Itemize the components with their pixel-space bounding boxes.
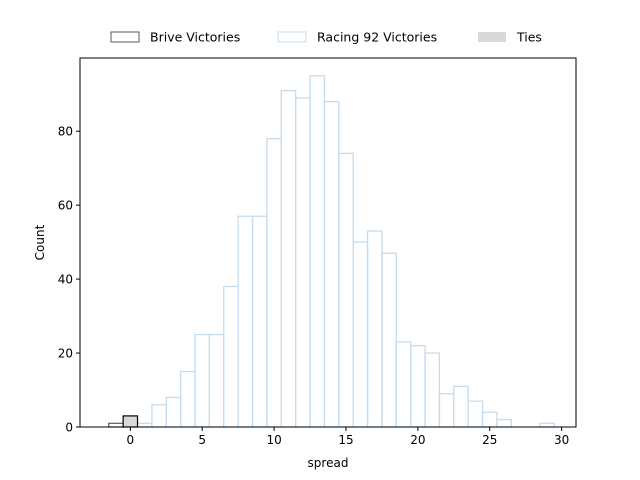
- bar-racing-92-victories-13: [323, 100, 340, 428]
- x-tick-label: 5: [198, 433, 206, 447]
- bar-racing-92-victories-2: [165, 396, 182, 428]
- x-axis-label: spread: [308, 456, 349, 470]
- legend-swatch-racing-92-victories: [277, 31, 307, 43]
- bar-racing-92-victories-9: [266, 137, 282, 428]
- y-tick-label: 40: [58, 273, 73, 287]
- bar-racing-92-victories-15: [352, 241, 369, 428]
- bar-racing-92-victories-12: [309, 75, 326, 428]
- bar-racing-92-victories-25: [496, 418, 512, 428]
- bar-racing-92-victories-26: [539, 422, 556, 428]
- x-axis: 0 5 10 15 20 25 30: [126, 427, 569, 447]
- x-tick-label: 20: [410, 433, 425, 447]
- bar-racing-92-victories-6: [223, 285, 239, 428]
- bar-racing-92-victories-1: [151, 404, 167, 428]
- plot-frame: [79, 57, 577, 428]
- bar-racing-92-victories-5: [208, 333, 225, 428]
- y-tick-label: 80: [58, 125, 73, 139]
- bar-racing-92-victories-3: [179, 370, 196, 428]
- bar-ties-0: [122, 415, 139, 428]
- bar-racing-92-victories-7: [237, 215, 254, 428]
- x-tick-label: 15: [338, 433, 353, 447]
- y-tick-label: 20: [58, 347, 73, 361]
- y-tick-label: 60: [58, 199, 73, 213]
- bar-brive-victories-0: [108, 422, 124, 428]
- x-tick-label: 10: [266, 433, 281, 447]
- bar-racing-92-victories-14: [338, 152, 354, 428]
- bar-racing-92-victories-10: [280, 89, 297, 428]
- bar-racing-92-victories-23: [467, 400, 484, 428]
- bar-racing-92-victories-11: [294, 97, 311, 428]
- bar-racing-92-victories-8: [251, 215, 268, 428]
- legend: Brive Victories Racing 92 Victories Ties: [110, 30, 542, 45]
- bar-racing-92-victories-0: [136, 422, 153, 428]
- x-tick-label: 30: [554, 433, 569, 447]
- legend-label-racing-92-victories: Racing 92 Victories: [317, 30, 437, 45]
- bar-racing-92-victories-17: [381, 252, 397, 428]
- legend-label-ties: Ties: [516, 30, 542, 45]
- y-axis: 0 20 40 60 80: [58, 125, 80, 435]
- bar-racing-92-victories-22: [453, 385, 469, 428]
- y-axis-label: Count: [33, 224, 47, 260]
- y-tick-label: 0: [65, 421, 73, 435]
- x-tick-label: 0: [126, 433, 134, 447]
- bar-racing-92-victories-16: [366, 230, 383, 428]
- bar-racing-92-victories-19: [410, 345, 426, 428]
- legend-swatch-brive-victories: [110, 31, 140, 43]
- legend-swatch-ties: [478, 32, 506, 42]
- bar-racing-92-victories-20: [424, 352, 441, 428]
- bar-racing-92-victories-24: [481, 411, 498, 428]
- bars: [108, 75, 556, 428]
- legend-label-brive-victories: Brive Victories: [150, 30, 240, 45]
- bar-racing-92-victories-4: [194, 333, 211, 428]
- x-tick-label: 25: [482, 433, 497, 447]
- bar-racing-92-victories-18: [395, 341, 412, 428]
- bar-racing-92-victories-21: [438, 393, 455, 428]
